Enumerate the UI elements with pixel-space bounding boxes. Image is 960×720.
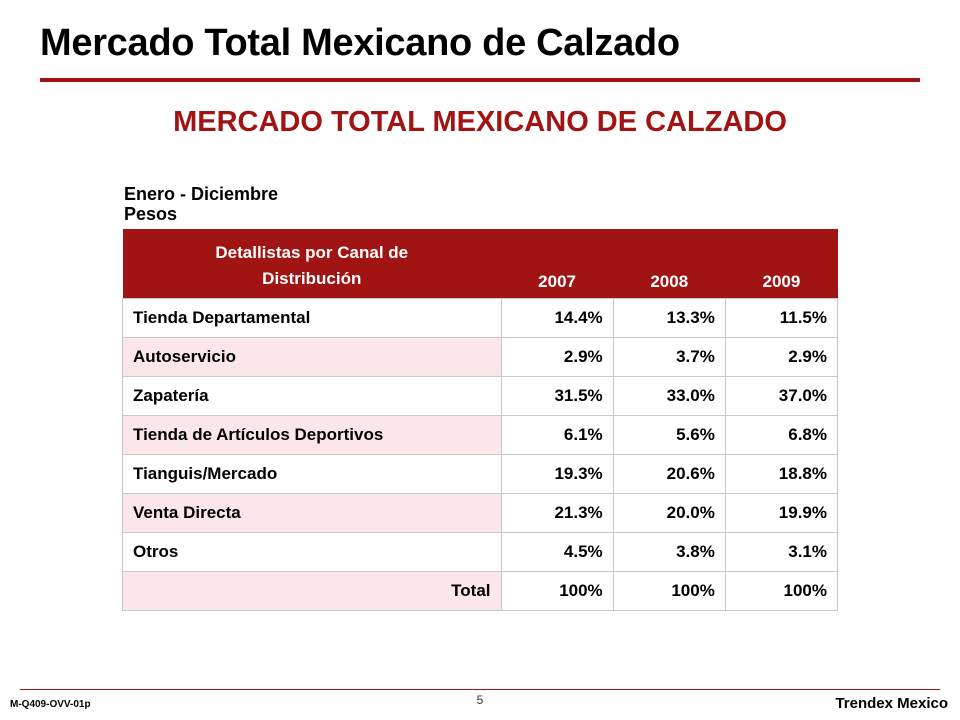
row-value-2007: 2.9%	[500, 336, 614, 377]
header-year-2009: 2009	[725, 229, 838, 298]
row-label: Autoservicio	[122, 336, 502, 377]
brand-name: Trendex Mexico	[835, 695, 948, 712]
row-value-2008: 5.6%	[612, 414, 726, 455]
row-value-2008: 13.3%	[612, 297, 726, 338]
row-value-2009: 3.1%	[724, 531, 839, 572]
row-value-2008: 20.0%	[612, 492, 726, 533]
header-channel-line2: Distribución	[262, 268, 362, 288]
row-value-2007: 21.3%	[500, 492, 614, 533]
row-value-2009: 11.5%	[724, 297, 839, 338]
table-row: Otros 4.5% 3.8% 3.1%	[122, 531, 839, 572]
row-value-2007: 6.1%	[500, 414, 614, 455]
row-value-2008: 3.7%	[612, 336, 726, 377]
period-caption: Enero - Diciembre Pesos	[124, 184, 278, 224]
total-value-2009: 100%	[724, 570, 839, 611]
document-code: M-Q409-OVV-01p	[10, 699, 91, 710]
title-divider	[40, 78, 920, 82]
row-value-2008: 33.0%	[612, 375, 726, 416]
period-unit: Pesos	[124, 204, 178, 224]
row-value-2007: 31.5%	[500, 375, 614, 416]
row-value-2009: 37.0%	[724, 375, 839, 416]
row-value-2008: 3.8%	[612, 531, 726, 572]
footer-divider	[20, 689, 940, 690]
total-value-2008: 100%	[612, 570, 726, 611]
slide-title: Mercado Total Mexicano de Calzado	[40, 22, 680, 64]
row-value-2009: 6.8%	[724, 414, 839, 455]
header-year-2007: 2007	[501, 229, 614, 298]
table-total-row: Total 100% 100% 100%	[122, 570, 839, 611]
table-header-row: Detallistas por Canal de Distribución 20…	[122, 229, 838, 298]
row-label: Otros	[122, 531, 502, 572]
channel-share-table: Detallistas por Canal de Distribución 20…	[122, 229, 839, 611]
page-number: 5	[476, 693, 484, 707]
table-row: Venta Directa 21.3% 20.0% 19.9%	[122, 492, 839, 533]
row-label: Zapatería	[122, 375, 502, 416]
row-value-2007: 14.4%	[500, 297, 614, 338]
row-label: Tienda Departamental	[122, 297, 502, 338]
row-label: Tianguis/Mercado	[122, 453, 502, 494]
table-row: Tienda de Artículos Deportivos 6.1% 5.6%…	[122, 414, 839, 455]
header-channel: Detallistas por Canal de Distribución	[122, 229, 502, 298]
header-channel-line1: Detallistas por Canal de	[215, 242, 409, 262]
total-label: Total	[122, 570, 502, 611]
row-label: Venta Directa	[122, 492, 502, 533]
row-value-2007: 19.3%	[500, 453, 614, 494]
table-row: Tianguis/Mercado 19.3% 20.6% 18.8%	[122, 453, 839, 494]
row-value-2009: 2.9%	[724, 336, 839, 377]
table-subtitle: MERCADO TOTAL MEXICANO DE CALZADO	[173, 106, 787, 138]
header-year-2008: 2008	[613, 229, 726, 298]
period-range: Enero - Diciembre	[124, 184, 279, 204]
row-label: Tienda de Artículos Deportivos	[122, 414, 502, 455]
table-row: Tienda Departamental 14.4% 13.3% 11.5%	[122, 297, 839, 338]
row-value-2008: 20.6%	[612, 453, 726, 494]
table-row: Zapatería 31.5% 33.0% 37.0%	[122, 375, 839, 416]
table-row: Autoservicio 2.9% 3.7% 2.9%	[122, 336, 839, 377]
row-value-2009: 19.9%	[724, 492, 839, 533]
row-value-2007: 4.5%	[500, 531, 614, 572]
row-value-2009: 18.8%	[724, 453, 839, 494]
total-value-2007: 100%	[500, 570, 614, 611]
